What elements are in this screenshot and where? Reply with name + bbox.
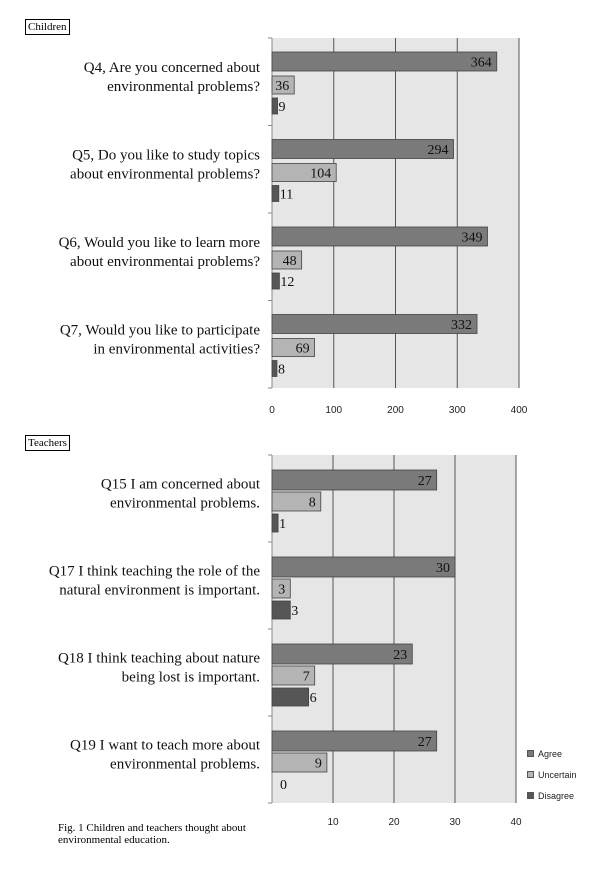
bar-agree xyxy=(271,139,454,159)
tick-label: 100 xyxy=(325,405,342,416)
bar-uncertain xyxy=(271,75,295,95)
data-label-disagree: 3 xyxy=(291,604,298,619)
data-label-disagree: 8 xyxy=(278,363,285,378)
bar-uncertain xyxy=(271,491,322,512)
data-label-uncertain: 8 xyxy=(309,496,316,511)
data-label-disagree: 12 xyxy=(280,275,294,290)
data-label-agree: 27 xyxy=(418,735,432,750)
category-label: environmental problems? xyxy=(107,79,260,95)
figure-caption: Fig. 1 Children and teachers thought abo… xyxy=(58,822,246,846)
data-label-uncertain: 7 xyxy=(303,670,310,685)
bar-disagree xyxy=(271,513,279,533)
data-label-uncertain: 69 xyxy=(296,342,310,357)
panel-label-children: Children xyxy=(25,19,70,35)
bar-disagree xyxy=(271,185,280,202)
data-label-agree: 349 xyxy=(462,231,483,246)
data-label-agree: 23 xyxy=(393,648,407,663)
data-label-disagree: 0 xyxy=(280,778,287,793)
tick-label: 30 xyxy=(449,817,461,828)
data-label-agree: 30 xyxy=(436,561,450,576)
category-label: natural environment is important. xyxy=(59,583,260,599)
category-label: Q19 I want to teach more about xyxy=(70,738,261,754)
data-label-disagree: 6 xyxy=(310,691,317,706)
data-label-uncertain: 36 xyxy=(275,79,289,94)
legend-label-disagree: Disagree xyxy=(538,790,575,801)
data-label-agree: 294 xyxy=(428,143,449,158)
bar-disagree xyxy=(271,600,291,620)
bar-disagree xyxy=(271,272,280,290)
legend-swatch-disagree xyxy=(527,792,534,799)
panel-label-teachers: Teachers xyxy=(25,435,70,451)
data-label-disagree: 1 xyxy=(279,517,286,532)
legend-label-uncertain: Uncertain xyxy=(538,769,577,780)
category-label: Q15 I am concerned about xyxy=(101,477,261,493)
category-label: Q4, Are you concerned about xyxy=(84,60,261,76)
tick-label: 10 xyxy=(327,817,339,828)
bar-disagree xyxy=(271,360,278,377)
data-label-uncertain: 3 xyxy=(278,583,285,598)
bar-uncertain xyxy=(271,163,337,182)
bar-uncertain xyxy=(271,752,328,773)
category-label: Q5, Do you like to study topics xyxy=(72,147,260,163)
bar-uncertain xyxy=(271,338,316,357)
legend-swatch-uncertain xyxy=(527,771,534,778)
legend: Agree Uncertain Disagree xyxy=(527,743,577,806)
data-label-uncertain: 104 xyxy=(310,167,331,182)
data-label-agree: 27 xyxy=(418,474,432,489)
category-label: Q7, Would you like to participate xyxy=(60,322,260,338)
bar-agree xyxy=(271,556,456,578)
category-label: being lost is important. xyxy=(122,670,260,686)
category-label: about environmentai problems? xyxy=(70,254,260,270)
legend-item-uncertain: Uncertain xyxy=(527,764,577,785)
bar-uncertain xyxy=(271,578,291,599)
category-label: Q17 I think teaching the role of the xyxy=(49,564,261,580)
legend-swatch-agree xyxy=(527,750,534,757)
bar-agree xyxy=(271,643,413,665)
tick-label: 300 xyxy=(449,405,466,416)
category-label: environmental problems. xyxy=(110,496,260,512)
tick-label: 20 xyxy=(388,817,400,828)
data-label-disagree: 9 xyxy=(279,100,286,115)
tick-label: 40 xyxy=(510,817,522,828)
legend-label-agree: Agree xyxy=(538,748,563,759)
tick-label: 200 xyxy=(387,405,404,416)
bar-disagree xyxy=(271,687,309,707)
legend-item-agree: Agree xyxy=(527,743,577,764)
category-label: in environmental activities? xyxy=(93,341,260,357)
teachers-chart: 27 8 1 Q15 I am concerned about environmenta… xyxy=(49,454,522,828)
bar-uncertain xyxy=(271,665,316,686)
category-label: Q6, Would you like to learn more xyxy=(59,235,261,251)
data-label-agree: 332 xyxy=(451,318,472,333)
bar-agree xyxy=(271,314,478,334)
category-label: environmental problems. xyxy=(110,757,260,773)
tick-label: 0 xyxy=(269,405,275,416)
bar-agree xyxy=(271,730,438,752)
bar-agree xyxy=(271,226,488,247)
children-chart: 364 36 9 Q4, Are you concerned about environ… xyxy=(59,37,528,416)
data-label-agree: 364 xyxy=(471,56,492,71)
data-label-disagree: 11 xyxy=(280,188,293,203)
bar-disagree xyxy=(271,97,278,115)
category-label: Q18 I think teaching about nature xyxy=(58,651,260,667)
category-label: about environmental problems? xyxy=(70,166,260,182)
legend-item-disagree: Disagree xyxy=(527,785,577,806)
bar-agree xyxy=(271,51,498,72)
data-label-uncertain: 48 xyxy=(283,254,297,269)
bar-agree xyxy=(271,469,438,491)
tick-label: 400 xyxy=(511,405,528,416)
bar-uncertain xyxy=(271,250,303,270)
data-label-uncertain: 9 xyxy=(315,757,322,772)
